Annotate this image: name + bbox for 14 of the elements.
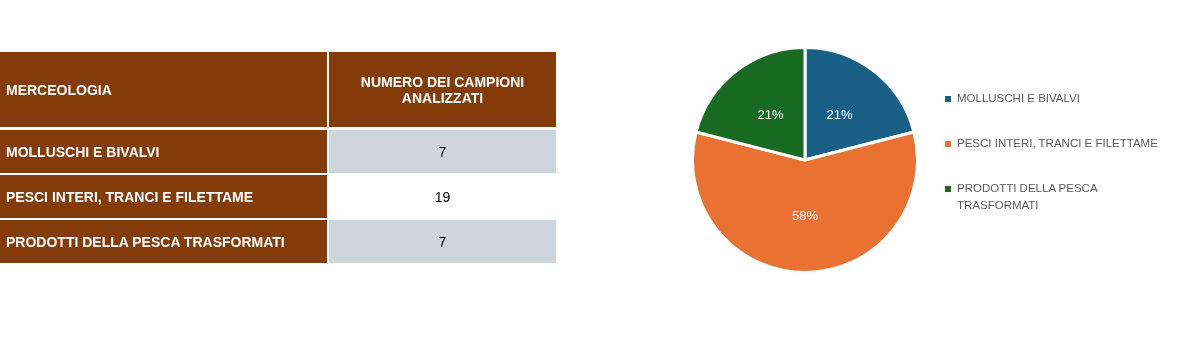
category-label: PESCI INTERI, TRANCI E FILETTAME xyxy=(0,175,327,218)
data-label: 58% xyxy=(791,207,819,223)
text: MERCEOLOGIA xyxy=(6,81,112,98)
legend-label: PESCI INTERI, TRANCI E FILETTAME xyxy=(957,136,1158,151)
legend-label: MOLLUSCHI E BIVALVI xyxy=(957,91,1080,106)
data-label: 7 xyxy=(329,220,556,263)
category-label: MOLLUSCHI E BIVALVI xyxy=(0,130,327,173)
data-label: 21% xyxy=(757,107,784,123)
legend-label: PRODOTTI DELLA PESCA TRASFORMATI xyxy=(957,181,1099,213)
data-label: 21% xyxy=(826,107,853,123)
data-label: 19 xyxy=(329,175,556,218)
text: NUMERO DEI CAMPIONI ANALIZZATI xyxy=(359,73,526,106)
data-label: 7 xyxy=(329,130,556,173)
category-label: PRODOTTI DELLA PESCA TRASFORMATI xyxy=(0,220,327,263)
